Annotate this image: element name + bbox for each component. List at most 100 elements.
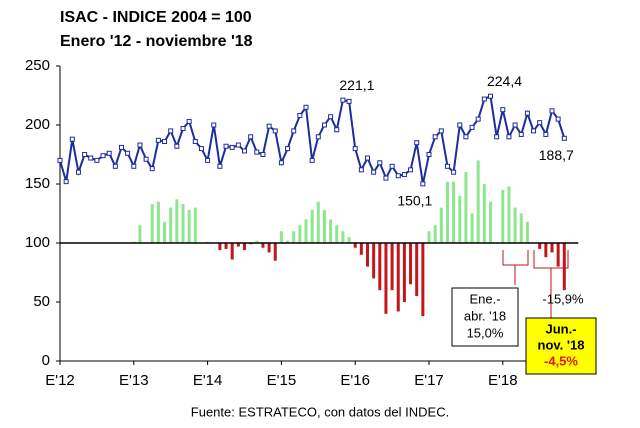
bar <box>187 209 191 243</box>
marker <box>75 169 81 175</box>
bar <box>482 184 486 243</box>
bar <box>507 186 511 243</box>
annotation: 15,0% <box>467 325 504 340</box>
marker <box>346 98 352 104</box>
marker <box>217 163 223 169</box>
marker <box>340 97 346 103</box>
bar <box>384 243 388 314</box>
bar <box>366 243 369 267</box>
marker <box>168 128 174 134</box>
marker <box>518 131 524 137</box>
bar <box>304 219 308 243</box>
bar <box>181 204 185 243</box>
marker <box>260 152 266 157</box>
marker <box>94 157 100 163</box>
x-tick-label: E'18 <box>488 372 518 389</box>
marker <box>186 118 192 124</box>
marker <box>242 148 247 154</box>
marker <box>248 134 254 140</box>
y-tick-label: 100 <box>25 234 50 251</box>
marker <box>112 163 118 169</box>
marker <box>69 136 75 142</box>
x-tick-label: E'12 <box>45 372 75 389</box>
bar <box>433 225 437 243</box>
marker <box>426 152 432 157</box>
marker <box>106 150 112 156</box>
y-tick-label: 50 <box>33 293 50 310</box>
marker <box>285 146 291 152</box>
marker <box>88 155 94 161</box>
marker <box>155 137 161 143</box>
marker <box>82 152 88 157</box>
bar <box>273 243 277 261</box>
marker <box>475 116 481 122</box>
annotation: Jun.- <box>545 321 576 336</box>
annotation-box <box>451 287 519 347</box>
marker <box>149 166 155 172</box>
marker <box>57 157 63 163</box>
marker <box>309 157 315 163</box>
bar <box>218 243 222 251</box>
bar <box>230 243 234 260</box>
marker <box>414 140 420 146</box>
annotation: abr. '18 <box>464 308 506 323</box>
bar <box>501 189 505 243</box>
marker <box>444 163 450 169</box>
marker <box>272 128 278 134</box>
brackets <box>502 250 569 318</box>
marker <box>451 169 457 175</box>
bar <box>255 240 259 243</box>
marker <box>420 181 426 187</box>
marker <box>63 179 69 185</box>
bar <box>329 219 333 243</box>
bar <box>415 243 419 297</box>
bar <box>402 243 406 302</box>
bar <box>298 225 302 243</box>
marker <box>488 93 493 99</box>
data-label: 188,7 <box>539 147 574 163</box>
marker <box>401 172 407 178</box>
marker <box>365 155 370 161</box>
marker <box>334 127 340 133</box>
marker <box>395 173 401 179</box>
x-tick-label: E'15 <box>267 372 297 389</box>
bar <box>439 207 443 243</box>
bar <box>267 243 271 253</box>
marker <box>137 142 143 148</box>
bar <box>538 243 542 249</box>
marker <box>358 167 364 173</box>
bar <box>464 172 468 243</box>
bar <box>292 231 296 243</box>
marker <box>469 124 475 130</box>
bar <box>286 240 290 243</box>
bar <box>169 207 173 243</box>
annotation: nov. '18 <box>538 337 585 352</box>
bar <box>489 201 492 243</box>
bar <box>359 243 363 255</box>
marker <box>506 134 512 140</box>
marker <box>383 175 389 181</box>
marker <box>561 135 567 141</box>
bar <box>163 221 167 243</box>
marker <box>512 122 518 128</box>
marker <box>229 144 235 150</box>
marker <box>371 169 377 175</box>
bar <box>513 207 517 243</box>
marker <box>481 96 487 102</box>
marker <box>100 153 106 159</box>
bar <box>138 225 142 243</box>
bar <box>519 213 523 243</box>
marker <box>432 134 438 140</box>
bar <box>550 243 554 253</box>
bar <box>322 209 326 243</box>
marker <box>192 139 198 145</box>
marker <box>463 134 469 140</box>
bar <box>525 221 529 243</box>
bar <box>452 181 456 243</box>
y-tick-label: 250 <box>25 57 50 74</box>
marker <box>223 143 229 149</box>
marker <box>266 123 272 129</box>
marker <box>377 160 383 166</box>
marker <box>555 116 561 122</box>
